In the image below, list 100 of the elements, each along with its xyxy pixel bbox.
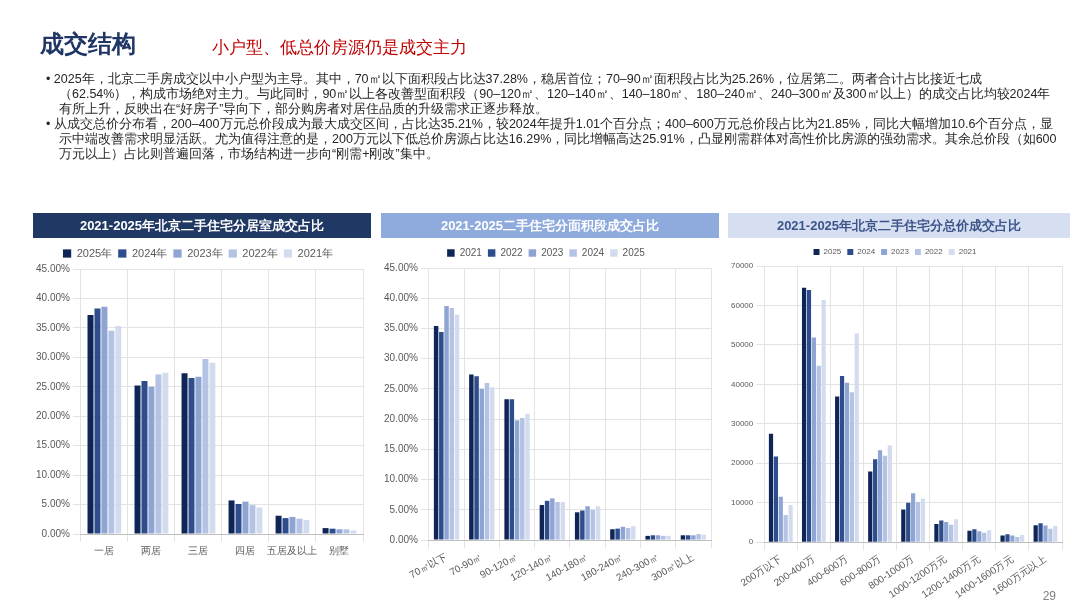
- bar: [162, 372, 169, 534]
- y-tick-label: 45.00%: [383, 261, 419, 273]
- y-tick-label: 35.00%: [383, 322, 419, 334]
- bar: [439, 332, 444, 540]
- y-tick-label: 40000: [731, 379, 754, 389]
- text: 29: [1042, 589, 1056, 603]
- bar: [773, 456, 778, 542]
- legend-label: 2025年: [76, 246, 113, 259]
- bar: [901, 509, 906, 542]
- y-tick-label: 10.00%: [383, 473, 419, 485]
- bar: [1020, 535, 1025, 542]
- bar: [550, 498, 555, 540]
- bar: [839, 376, 845, 542]
- bar: [101, 306, 108, 534]
- legend-label: 2023: [891, 247, 910, 257]
- bar: [854, 333, 859, 542]
- bar: [977, 531, 982, 542]
- y-tick-label: 15.00%: [383, 443, 419, 455]
- y-tick-label: 30.00%: [383, 352, 419, 364]
- bar: [282, 518, 289, 534]
- y-tick-label: 0.00%: [41, 527, 71, 539]
- bar: [877, 450, 883, 542]
- bar: [595, 506, 601, 540]
- bar: [275, 515, 282, 534]
- bar: [811, 337, 816, 542]
- bar: [590, 509, 596, 540]
- bar: [1043, 525, 1048, 542]
- y-tick-label: 50000: [731, 340, 754, 350]
- legend-label: 2022年: [242, 246, 278, 259]
- bar: [249, 505, 256, 534]
- bar: [696, 534, 701, 540]
- bar: [631, 526, 636, 540]
- legend-label: 2022: [924, 247, 944, 257]
- chart-title: 2021-2025年北京二手住宅分居室成交占比: [33, 213, 371, 238]
- x-tick-label: 70㎡以下: [407, 550, 449, 581]
- bar: [806, 290, 812, 542]
- y-tick-label: 0: [748, 537, 754, 547]
- chart-title: 2021-2025二手住宅分面积段成交占比: [381, 213, 719, 238]
- y-tick-label: 30.00%: [35, 351, 71, 363]
- bar: [289, 516, 296, 534]
- bar: [1000, 535, 1005, 542]
- bar: [986, 530, 992, 542]
- bar: [620, 526, 626, 540]
- bar: [574, 512, 580, 540]
- bar: [685, 535, 691, 540]
- bar: [539, 505, 545, 540]
- bar: [615, 528, 620, 540]
- bar: [783, 514, 788, 542]
- y-tick-label: 30000: [731, 419, 754, 429]
- text: 成交结构: [40, 29, 136, 59]
- bar: [148, 386, 155, 534]
- legend-label: 2024年: [131, 246, 168, 259]
- y-tick-label: 0.00%: [389, 533, 419, 545]
- bar: [821, 299, 826, 542]
- bar: [509, 399, 515, 540]
- y-tick-label: 40.00%: [35, 292, 71, 304]
- bar: [560, 502, 566, 540]
- y-tick-label: 70000: [731, 261, 754, 271]
- bar: [242, 501, 249, 534]
- bar: [469, 374, 474, 540]
- bar: [666, 535, 671, 540]
- bar: [788, 505, 793, 542]
- x-tick-label: 四居: [235, 544, 256, 556]
- bar: [655, 535, 661, 540]
- bar: [580, 510, 585, 540]
- y-tick-label: 15.00%: [35, 439, 71, 451]
- bar: [911, 493, 916, 542]
- y-tick-label: 25.00%: [383, 382, 419, 394]
- bar: [1005, 534, 1010, 542]
- legend-label: 2023: [541, 246, 564, 258]
- y-tick-label: 5.00%: [389, 503, 419, 515]
- y-tick-label: 10.00%: [35, 468, 71, 480]
- bar: [108, 330, 115, 534]
- bar: [329, 528, 336, 534]
- text: • 从成交总价分布看，200–400万元总价段成为最大成交区间，占比达35.21%，较2024年提升1.01个百分点；400–600万元总价段占比为21.85%，同比大幅增加10.6个百分点，显示中端改善需求明显活跃。尤为值得注意的是，200万元以下低总价房源占比达16.29%，同比增幅高达25.91%，凸显刚需群体对高性价比房源的强劲需求。其余总价段（如600万元以上）占比则普遍回落，市场结构进一步向“刚需+刚改”集中。: [46, 117, 1058, 162]
- bar: [816, 365, 821, 542]
- bar: [1015, 537, 1020, 542]
- bar: [1038, 523, 1043, 542]
- bar: [585, 506, 590, 540]
- bar: [882, 455, 888, 542]
- bar: [625, 528, 631, 540]
- bar: [661, 535, 666, 540]
- bar: [650, 535, 656, 540]
- y-tick-label: 5.00%: [41, 498, 71, 510]
- bar: [444, 306, 449, 540]
- bar: [181, 373, 188, 534]
- bar: [701, 534, 707, 540]
- bar: [256, 507, 263, 534]
- bar: [873, 459, 878, 542]
- y-tick-label: 25.00%: [35, 380, 71, 392]
- bar: [350, 530, 357, 534]
- bar: [94, 308, 101, 534]
- x-tick-label: 两居: [141, 544, 162, 556]
- bar: [906, 502, 911, 542]
- chart-title: 2021-2025年北京二手住宅分总价成交占比: [728, 213, 1070, 238]
- legend-label: 2021: [459, 246, 483, 258]
- bar: [1010, 535, 1015, 542]
- bar: [768, 433, 774, 542]
- bar: [953, 519, 959, 542]
- bar: [949, 524, 954, 542]
